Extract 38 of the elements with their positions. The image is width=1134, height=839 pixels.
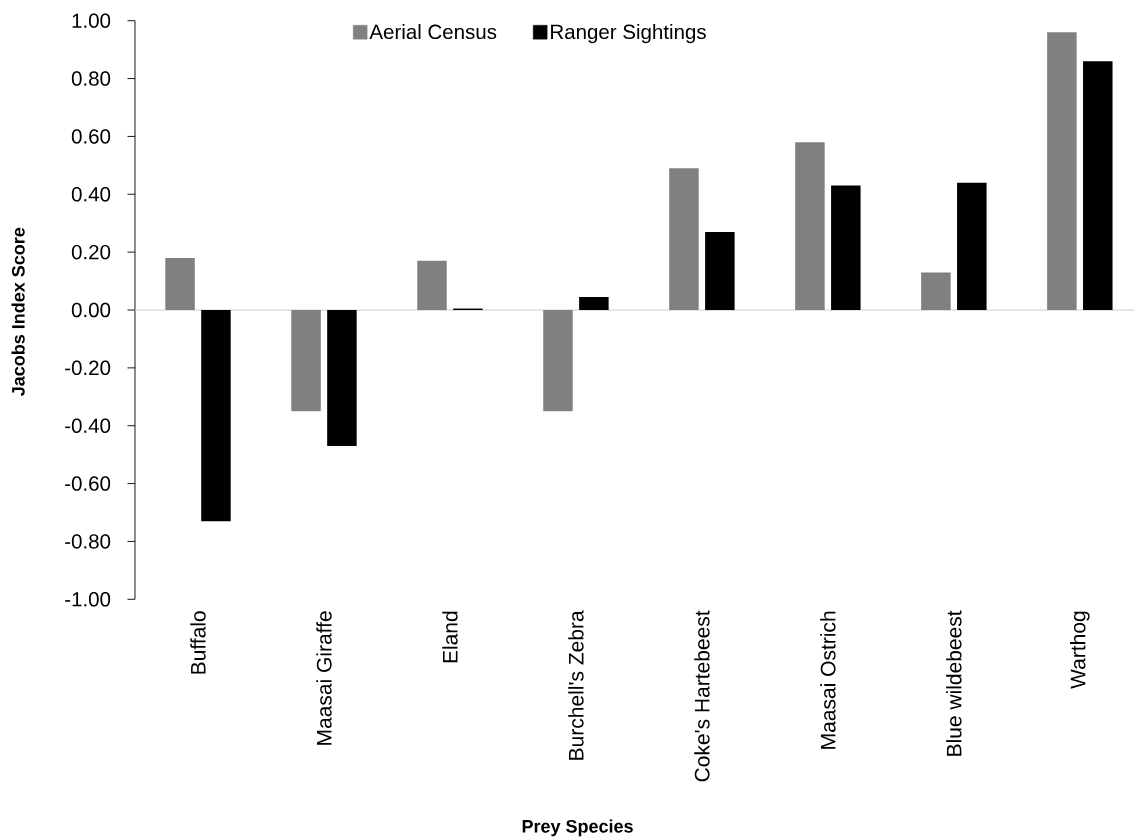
bar — [543, 310, 573, 412]
bar — [1083, 61, 1113, 310]
x-tick-label: Eland — [442, 611, 458, 663]
x-tick-label: Burchell's Zebra — [568, 610, 584, 760]
y-tick-label: 0.80 — [71, 71, 111, 86]
y-tick-label: -0.60 — [65, 476, 111, 491]
legend-label: Aerial Census — [369, 24, 497, 40]
x-tick-label: Coke's Hartebeest — [694, 610, 710, 782]
bar — [165, 257, 195, 310]
y-tick-label: 0.40 — [71, 187, 111, 202]
x-tick-label: Warthog — [1070, 611, 1090, 689]
bar — [1047, 32, 1077, 310]
y-tick-label: -0.80 — [65, 534, 111, 549]
y-tick-label: 0.20 — [71, 244, 111, 260]
y-tick-label: -0.40 — [65, 418, 111, 433]
bar — [795, 142, 825, 310]
bar — [579, 296, 609, 310]
y-tick-label: 0.60 — [71, 129, 111, 144]
y-tick-label: 1.00 — [72, 13, 111, 28]
bar — [291, 310, 321, 412]
bar — [417, 260, 447, 310]
y-tick-label: -0.20 — [65, 360, 111, 376]
x-tick-label: Blue wildebeest — [946, 610, 962, 756]
y-axis-title: Jacobs Index Score — [11, 227, 25, 397]
x-axis-title: Prey Species — [522, 819, 633, 837]
x-tick-label: Maasai Giraffe — [316, 611, 332, 745]
bar — [957, 182, 987, 310]
bar — [201, 310, 231, 522]
bar — [705, 231, 735, 310]
bar — [921, 272, 951, 310]
legend-label: Ranger Sightings — [551, 24, 706, 44]
x-tick-label: Buffalo — [190, 611, 206, 674]
bar — [327, 310, 357, 446]
bar — [669, 168, 699, 310]
y-tick-label: -1.00 — [65, 592, 111, 607]
bar — [831, 185, 861, 310]
x-tick-label: Maasai Ostrich — [820, 611, 836, 749]
y-tick-label: 0.00 — [71, 302, 111, 318]
